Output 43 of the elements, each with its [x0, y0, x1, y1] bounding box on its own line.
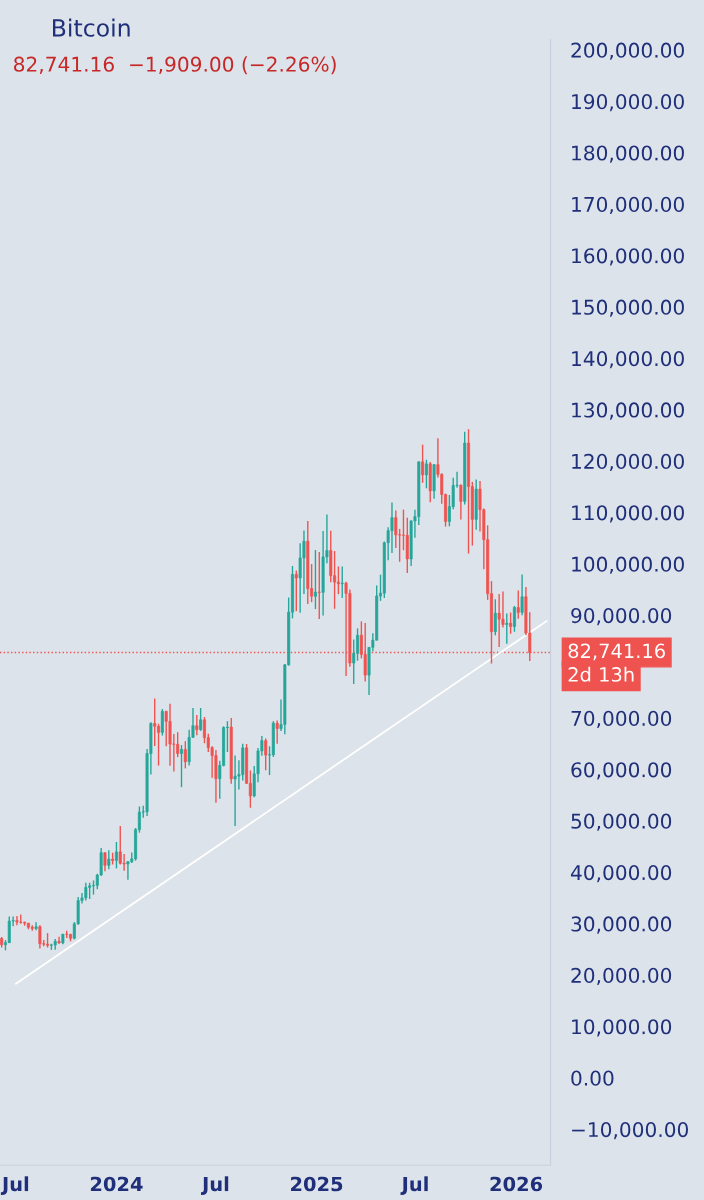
y-tick-label: 50,000.00 [571, 813, 672, 831]
y-tick-label: 110,000.00 [572, 505, 684, 523]
y-tick-label: 10,000.00 [572, 1019, 672, 1037]
candlestick [340, 565, 344, 599]
ref-line-label: 82,741.16 [568, 643, 665, 661]
y-tick-label: 0.00 [571, 1070, 614, 1086]
y-tick-label: −10,000.00 [572, 1121, 688, 1140]
x-tick-label: Jul [200, 1176, 229, 1195]
x-tick-label: Jul [400, 1176, 428, 1195]
candlestick [229, 717, 233, 785]
y-tick-label: 180,000.00 [572, 145, 684, 163]
y-tick-label: 160,000.00 [572, 248, 684, 266]
x-tick-label: 2026 [490, 1176, 543, 1192]
y-tick-label: 120,000.00 [572, 453, 684, 472]
y-tick-label: 140,000.00 [572, 350, 684, 369]
y-tick-label: 150,000.00 [572, 299, 684, 317]
candlestick [306, 520, 310, 605]
x-tick-label: 2024 [90, 1176, 143, 1192]
candlestick [15, 915, 19, 926]
candlestick [233, 754, 237, 827]
y-tick-label: 130,000.00 [572, 402, 684, 420]
candlestick [428, 461, 432, 503]
y-tick-label: 30,000.00 [571, 916, 672, 934]
text: 82,741.16 −1,909.00 (−2.26%) [14, 56, 336, 75]
y-tick-label: 60,000.00 [571, 762, 672, 780]
candlestick [516, 589, 520, 620]
y-tick-label: 70,000.00 [571, 710, 672, 729]
y-tick-label: 170,000.00 [572, 196, 684, 215]
y-tick-label: 200,000.00 [571, 42, 684, 60]
y-tick-label: 100,000.00 [572, 556, 684, 574]
candlestick [317, 551, 321, 620]
candlestick [57, 936, 61, 945]
y-tick-label: 90,000.00 [571, 607, 672, 626]
candlestick [505, 612, 509, 645]
chart-title: Bitcoin [53, 18, 130, 37]
x-tick-label: Jul [0, 1176, 29, 1195]
text: 2d 13h [568, 666, 634, 682]
y-tick-label: 40,000.00 [570, 864, 672, 883]
x-tick-label: 2025 [291, 1176, 343, 1192]
candlestick [336, 565, 340, 595]
y-tick-label: 20,000.00 [571, 967, 672, 986]
y-tick-label: 190,000.00 [572, 93, 684, 112]
candlestick [107, 849, 111, 870]
